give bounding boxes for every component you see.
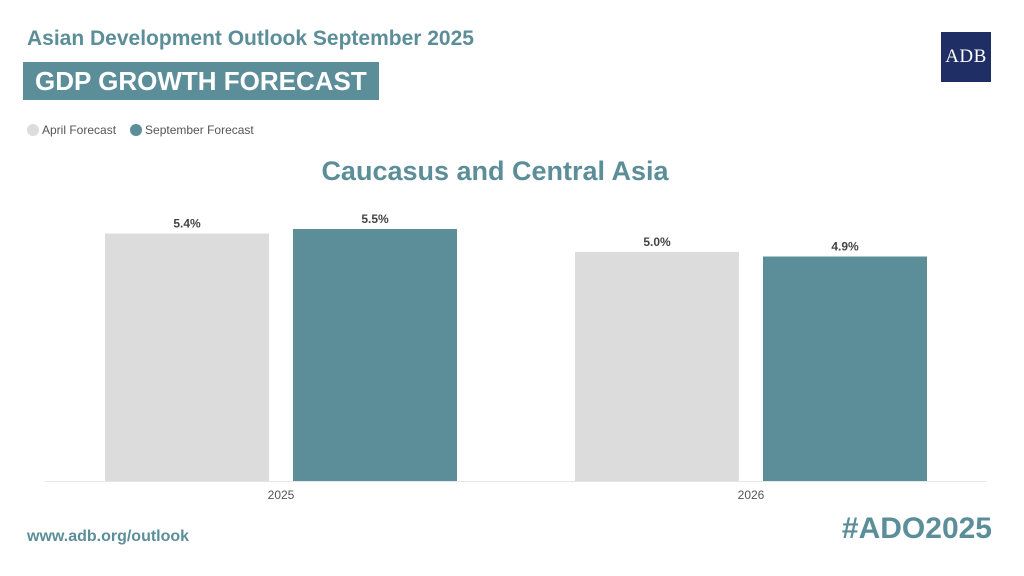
data-label-april-2026: 5.0% — [643, 235, 671, 249]
legend-item-april: April Forecast — [27, 123, 116, 137]
data-label-september-2025: 5.5% — [361, 212, 389, 226]
data-label-september-2026: 4.9% — [831, 239, 859, 253]
legend-label-september: September Forecast — [145, 123, 254, 137]
bar-april-2026 — [575, 251, 739, 481]
legend-item-september: September Forecast — [130, 123, 254, 137]
footer-url[interactable]: www.adb.org/outlook — [27, 528, 190, 545]
bar-september-2025 — [293, 229, 457, 481]
supertitle: Asian Development Outlook September 2025 — [27, 27, 474, 50]
legend-swatch-april — [27, 124, 39, 136]
legend-swatch-september — [130, 124, 143, 136]
chart-title: Caucasus and Central Asia — [321, 156, 669, 186]
data-label-april-2025: 5.4% — [173, 217, 201, 231]
hashtag: #ADO2025 — [841, 512, 992, 545]
bar-april-2025 — [105, 233, 269, 481]
legend-label-april: April Forecast — [42, 123, 117, 137]
bar-september-2026 — [763, 256, 927, 481]
legend: April Forecast September Forecast — [27, 123, 268, 137]
adb-logo: ADB — [941, 32, 991, 82]
x-tick-label-2026: 2026 — [738, 488, 765, 502]
x-tick-label-2025: 2025 — [268, 488, 295, 502]
banner-title: GDP GROWTH FORECAST — [23, 62, 379, 100]
